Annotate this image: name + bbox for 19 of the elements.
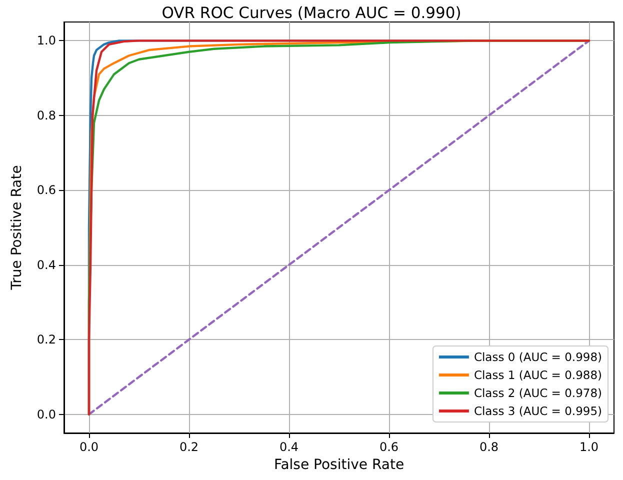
y-tick-label: 0.0 [36,407,56,422]
y-tick-label: 0.2 [36,332,56,347]
legend-label: Class 0 (AUC = 0.998) [474,350,602,364]
y-axis-title: True Positive Rate [9,165,25,291]
x-tick-label: 0.2 [179,440,199,454]
x-tick-label: 1.0 [579,440,599,454]
y-tick-label: 0.6 [36,183,56,198]
x-tick-label: 0.8 [479,440,499,454]
x-tick-label: 0.4 [279,440,299,454]
y-tick-label: 1.0 [36,34,56,48]
x-tick-label: 0.6 [379,440,399,454]
chart-title: OVR ROC Curves (Macro AUC = 0.990) [162,4,462,22]
legend-label: Class 2 (AUC = 0.978) [474,386,602,400]
y-tick-label: 0.4 [36,258,56,272]
legend-label: Class 3 (AUC = 0.995) [474,404,602,418]
legend-label: Class 1 (AUC = 0.988) [474,368,602,382]
x-axis-title: False Positive Rate [274,457,404,473]
x-tick-label: 0.0 [79,440,99,454]
y-tick-label: 0.8 [36,108,56,122]
